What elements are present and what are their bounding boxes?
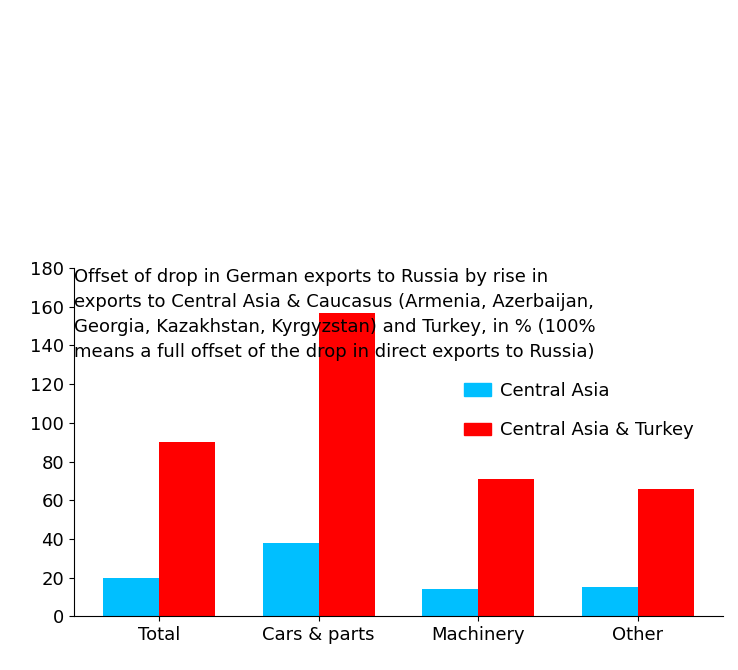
Legend: Central Asia, Central Asia & Turkey: Central Asia, Central Asia & Turkey <box>457 375 701 447</box>
Bar <box>422 590 478 616</box>
Bar <box>582 588 638 616</box>
Bar <box>159 442 215 616</box>
Bar <box>638 488 694 616</box>
Text: Offset of drop in German exports to Russia by rise in
exports to Central Asia & : Offset of drop in German exports to Russ… <box>74 268 596 361</box>
Bar <box>103 578 159 616</box>
Bar <box>319 312 375 616</box>
Bar <box>478 479 534 616</box>
Bar <box>263 543 319 616</box>
